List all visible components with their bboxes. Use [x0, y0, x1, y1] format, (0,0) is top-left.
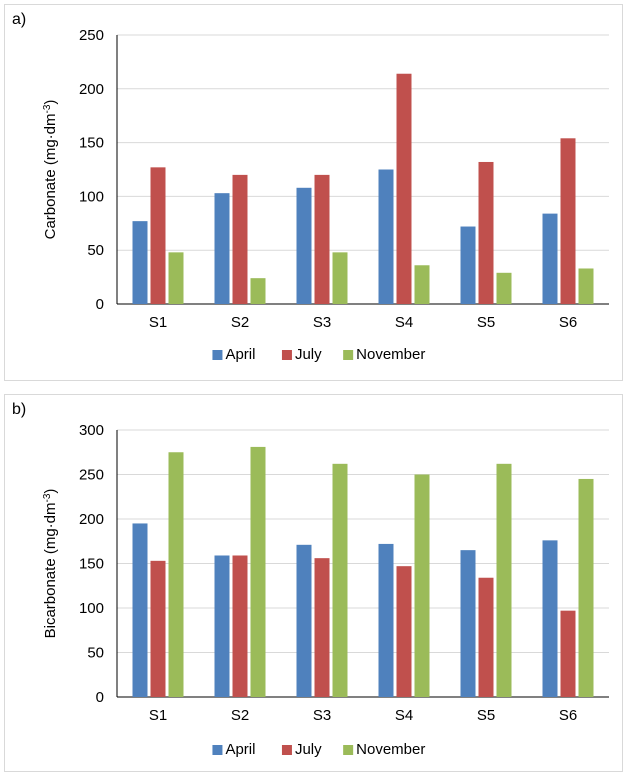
- y-tick-label: 150: [79, 135, 104, 152]
- legend-label: July: [295, 346, 322, 363]
- bar: [150, 167, 166, 304]
- legend-swatch: [343, 745, 354, 755]
- legend-swatch: [343, 350, 354, 360]
- bar: [578, 478, 594, 697]
- y-axis-title-superscript: -3: [42, 104, 53, 113]
- bar: [214, 193, 230, 304]
- bar: [168, 452, 184, 697]
- bar: [414, 265, 430, 304]
- legend-label: April: [225, 346, 255, 363]
- bar: [460, 226, 476, 304]
- x-tick-label: S6: [559, 314, 577, 331]
- y-tick-label: 200: [79, 511, 104, 528]
- bar: [296, 187, 312, 304]
- y-axis-title-end: ): [42, 100, 59, 105]
- chart-panel-a: a) 0 50 100 150 200 250 S1 S2 S3 S4 S5 S6 Carbonate …: [4, 4, 623, 381]
- legend-swatch: [281, 350, 292, 360]
- carbonate-bar-chart: 0 50 100 150 200 250 S1 S2 S3 S4 S5 S6 Carbonate (mg…: [42, 27, 609, 363]
- bar: [314, 174, 330, 304]
- bar: [378, 169, 394, 304]
- y-axis-title: Bicarbonate (mg·dm-3): [42, 489, 60, 639]
- x-tick-label: S4: [395, 314, 413, 331]
- legend-label: November: [356, 346, 425, 363]
- panel-label: b): [12, 401, 27, 418]
- bar: [396, 73, 412, 305]
- y-axis-title-text: Bicarbonate (mg·dm: [42, 503, 59, 639]
- y-tick-label: 0: [96, 296, 104, 313]
- y-tick-label: 250: [79, 467, 104, 484]
- legend-swatch: [281, 745, 292, 755]
- x-tick-label: S4: [395, 707, 413, 724]
- bar: [542, 540, 558, 697]
- bar: [542, 213, 558, 304]
- y-axis-title-text: Carbonate (mg·dm: [42, 114, 59, 240]
- y-axis-title-superscript: -3: [42, 493, 53, 502]
- x-tick-label: S6: [559, 707, 577, 724]
- x-tick-label: S5: [477, 314, 495, 331]
- bar: [314, 558, 330, 697]
- bar: [332, 252, 348, 304]
- bar: [168, 252, 184, 304]
- x-tick-label: S1: [149, 707, 167, 724]
- y-tick-label: 50: [87, 645, 104, 662]
- bar: [496, 272, 512, 304]
- legend-swatch: [212, 350, 223, 360]
- y-tick-label: 0: [96, 689, 104, 706]
- x-tick-label: S3: [313, 314, 331, 331]
- bar: [478, 161, 494, 304]
- y-tick-label: 100: [79, 600, 104, 617]
- bar: [478, 577, 494, 697]
- x-tick-label: S5: [477, 707, 495, 724]
- y-axis-title-end: ): [42, 489, 59, 494]
- bar: [132, 221, 148, 304]
- legend-label: July: [295, 741, 322, 758]
- bar: [378, 543, 394, 697]
- x-tick-label: S1: [149, 314, 167, 331]
- bar: [460, 550, 476, 697]
- y-tick-label: 100: [79, 188, 104, 205]
- bar: [560, 138, 576, 304]
- legend-label: April: [225, 741, 255, 758]
- bar: [232, 174, 248, 304]
- bar: [578, 268, 594, 304]
- bar: [250, 446, 266, 697]
- y-tick-label: 150: [79, 556, 104, 573]
- legend-label: November: [356, 741, 425, 758]
- bar: [132, 523, 148, 697]
- x-tick-label: S2: [231, 707, 249, 724]
- y-tick-label: 200: [79, 81, 104, 98]
- y-tick-label: 300: [79, 422, 104, 439]
- bar: [560, 610, 576, 697]
- bar: [214, 555, 230, 697]
- chart-panel-b: b) 0 50 100 150 200 250 300 S1 S2 S3 S4 S5 S6 Bicarbo…: [4, 394, 623, 772]
- x-tick-label: S3: [313, 707, 331, 724]
- bar: [332, 463, 348, 697]
- bar: [296, 544, 312, 697]
- x-tick-label: S2: [231, 314, 249, 331]
- bar: [150, 560, 166, 697]
- y-axis-title: Carbonate (mg·dm-3): [42, 100, 60, 240]
- legend-swatch: [212, 745, 223, 755]
- bar: [414, 474, 430, 697]
- y-tick-label: 250: [79, 27, 104, 44]
- bar: [232, 555, 248, 697]
- bar: [250, 278, 266, 304]
- bar: [396, 566, 412, 697]
- y-tick-label: 50: [87, 242, 104, 259]
- panel-label: a): [12, 11, 27, 28]
- bicarbonate-bar-chart: 0 50 100 150 200 250 300 S1 S2 S3 S4 S5 S6 Bicarbonat…: [42, 422, 609, 758]
- bar: [496, 463, 512, 697]
